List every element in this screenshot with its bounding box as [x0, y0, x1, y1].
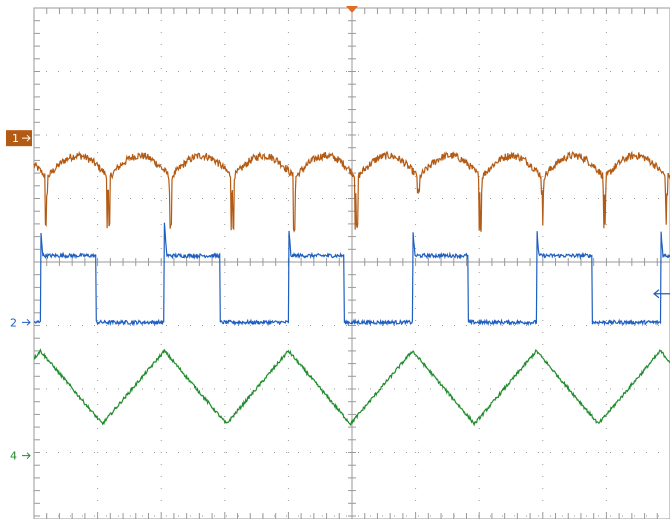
ch1-marker-label: 1 — [12, 132, 19, 145]
trigger-level-marker-icon[interactable] — [654, 290, 670, 298]
ch2-marker-label[interactable]: 2 — [10, 316, 17, 329]
channel-markers: 1 2 4 — [6, 6, 670, 463]
graticule — [34, 8, 670, 519]
ch4-marker-label[interactable]: 4 — [10, 450, 17, 463]
ch2-marker-arrow-icon — [22, 319, 30, 325]
ch4-marker-arrow-icon — [22, 453, 30, 459]
trigger-position-marker-icon[interactable] — [346, 6, 358, 13]
